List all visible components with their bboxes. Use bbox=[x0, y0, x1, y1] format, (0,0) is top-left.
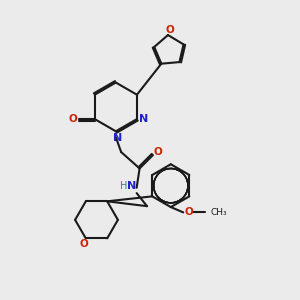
Text: H: H bbox=[121, 181, 128, 191]
Text: O: O bbox=[165, 25, 174, 35]
Text: N: N bbox=[113, 133, 122, 143]
Text: O: O bbox=[69, 114, 78, 124]
Text: N: N bbox=[127, 181, 136, 191]
Text: N: N bbox=[139, 114, 148, 124]
Text: CH₃: CH₃ bbox=[211, 208, 227, 217]
Text: O: O bbox=[154, 147, 163, 157]
Text: O: O bbox=[184, 207, 193, 218]
Text: O: O bbox=[80, 239, 89, 249]
